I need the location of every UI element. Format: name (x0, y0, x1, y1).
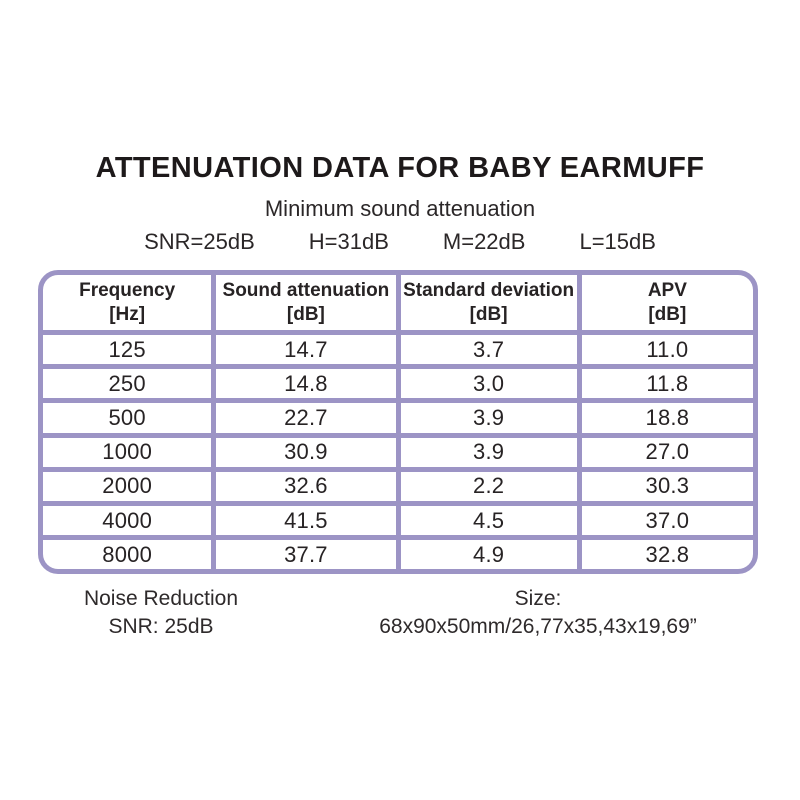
table-cell-standard-deviation: 2.2 (400, 471, 577, 501)
noise-reduction-note: Noise Reduction SNR: 25dB (40, 585, 282, 641)
table-cell-standard-deviation: 3.9 (400, 437, 577, 467)
spec-m: M=22dB (442, 229, 526, 254)
page-title: ATTENUATION DATA FOR BABY EARMUFF (95, 152, 705, 184)
column-header-name: APV (647, 279, 687, 301)
column-header-name: Sound attenuation (222, 279, 390, 301)
table-cell-sound-attenuation: 32.6 (216, 471, 396, 501)
noise-reduction-label: Noise Reduction (83, 587, 239, 610)
table-cell-sound-attenuation: 14.8 (216, 369, 396, 399)
spec-h: H=31dB (308, 229, 389, 254)
table-cell-frequency: 125 (43, 335, 212, 365)
size-value: 68x90x50mm/26,77x35,43x19,69” (379, 615, 697, 638)
column-header-sound-attenuation: Sound attenuation [dB] (216, 275, 396, 330)
subtitle: Minimum sound attenuation (264, 196, 536, 221)
table-cell-sound-attenuation: 14.7 (216, 335, 396, 365)
table-cell-frequency: 2000 (43, 471, 212, 501)
table-cell-standard-deviation: 3.0 (400, 369, 577, 399)
table-cell-frequency: 500 (43, 403, 212, 433)
table-cell-apv: 30.3 (581, 471, 753, 501)
column-header-unit: [dB] (469, 303, 508, 325)
table-cell-frequency: 4000 (43, 505, 212, 536)
spec-snr: SNR=25dB (144, 229, 255, 254)
table-cell-apv: 11.0 (581, 335, 753, 365)
table-cell-apv: 37.0 (581, 505, 753, 536)
column-header-standard-deviation: Standard deviation [dB] (400, 275, 577, 330)
table-cell-standard-deviation: 4.9 (400, 540, 577, 570)
table-cell-standard-deviation: 3.9 (400, 403, 577, 433)
column-header-unit: [dB] (286, 303, 325, 325)
attenuation-table: Frequency [Hz] Sound attenuation [dB] St… (38, 270, 758, 575)
table-cell-apv: 11.8 (581, 369, 753, 399)
column-header-unit: [dB] (648, 303, 687, 325)
spec-summary-row: SNR=25dB H=31dB M=22dB L=15dB (0, 229, 800, 255)
table-cell-apv: 27.0 (581, 437, 753, 467)
table-cell-frequency: 8000 (43, 540, 212, 570)
spec-l: L=15dB (579, 229, 656, 254)
table-cell-apv: 32.8 (581, 540, 753, 570)
table-cell-sound-attenuation: 30.9 (216, 437, 396, 467)
table-cell-sound-attenuation: 37.7 (216, 540, 396, 570)
column-header-name: Standard deviation (403, 279, 575, 301)
column-header-frequency: Frequency [Hz] (43, 275, 212, 330)
column-header-unit: [Hz] (109, 303, 146, 325)
table-cell-standard-deviation: 3.7 (400, 335, 577, 365)
table-cell-sound-attenuation: 41.5 (216, 505, 396, 536)
table-cell-sound-attenuation: 22.7 (216, 403, 396, 433)
column-header-name: Frequency (79, 279, 176, 301)
table-cell-apv: 18.8 (581, 403, 753, 433)
table-cell-frequency: 250 (43, 369, 212, 399)
column-header-apv: APV [dB] (581, 275, 753, 330)
table-cell-standard-deviation: 4.5 (400, 505, 577, 536)
size-label: Size: (514, 587, 562, 610)
table-cell-frequency: 1000 (43, 437, 212, 467)
noise-reduction-value: SNR: 25dB (108, 615, 214, 638)
size-note: Size: 68x90x50mm/26,77x35,43x19,69” (320, 585, 756, 641)
